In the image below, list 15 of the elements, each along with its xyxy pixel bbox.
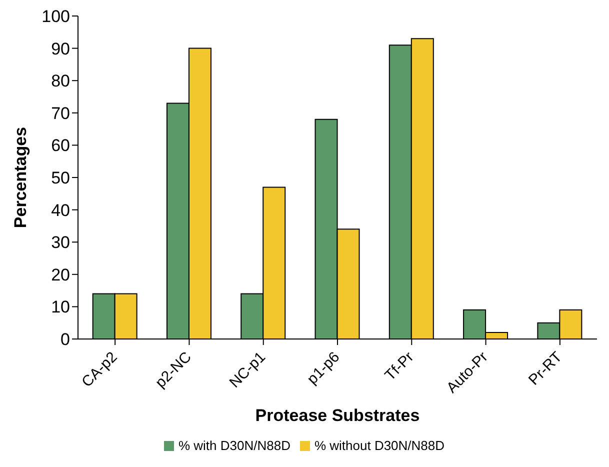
y-tick-label: 40 <box>51 200 70 220</box>
x-axis-title: Protease Substrates <box>255 406 420 425</box>
legend-label: % without D30N/N88D <box>314 438 445 453</box>
y-tick-label: 0 <box>60 330 70 350</box>
y-tick-label: 30 <box>51 233 70 252</box>
y-tick-label: 90 <box>51 39 70 58</box>
y-tick-label: 20 <box>51 265 70 284</box>
y-tick-label: 80 <box>51 72 70 91</box>
y-tick-label: 70 <box>51 104 70 123</box>
y-tick-label: 100 <box>42 7 70 26</box>
y-axis-title: Percentages <box>11 126 30 228</box>
y-tick-label: 50 <box>51 168 70 188</box>
y-tick-label: 10 <box>51 298 70 317</box>
legend-label: % with D30N/N88D <box>178 438 290 453</box>
y-tick-label: 60 <box>51 136 70 156</box>
